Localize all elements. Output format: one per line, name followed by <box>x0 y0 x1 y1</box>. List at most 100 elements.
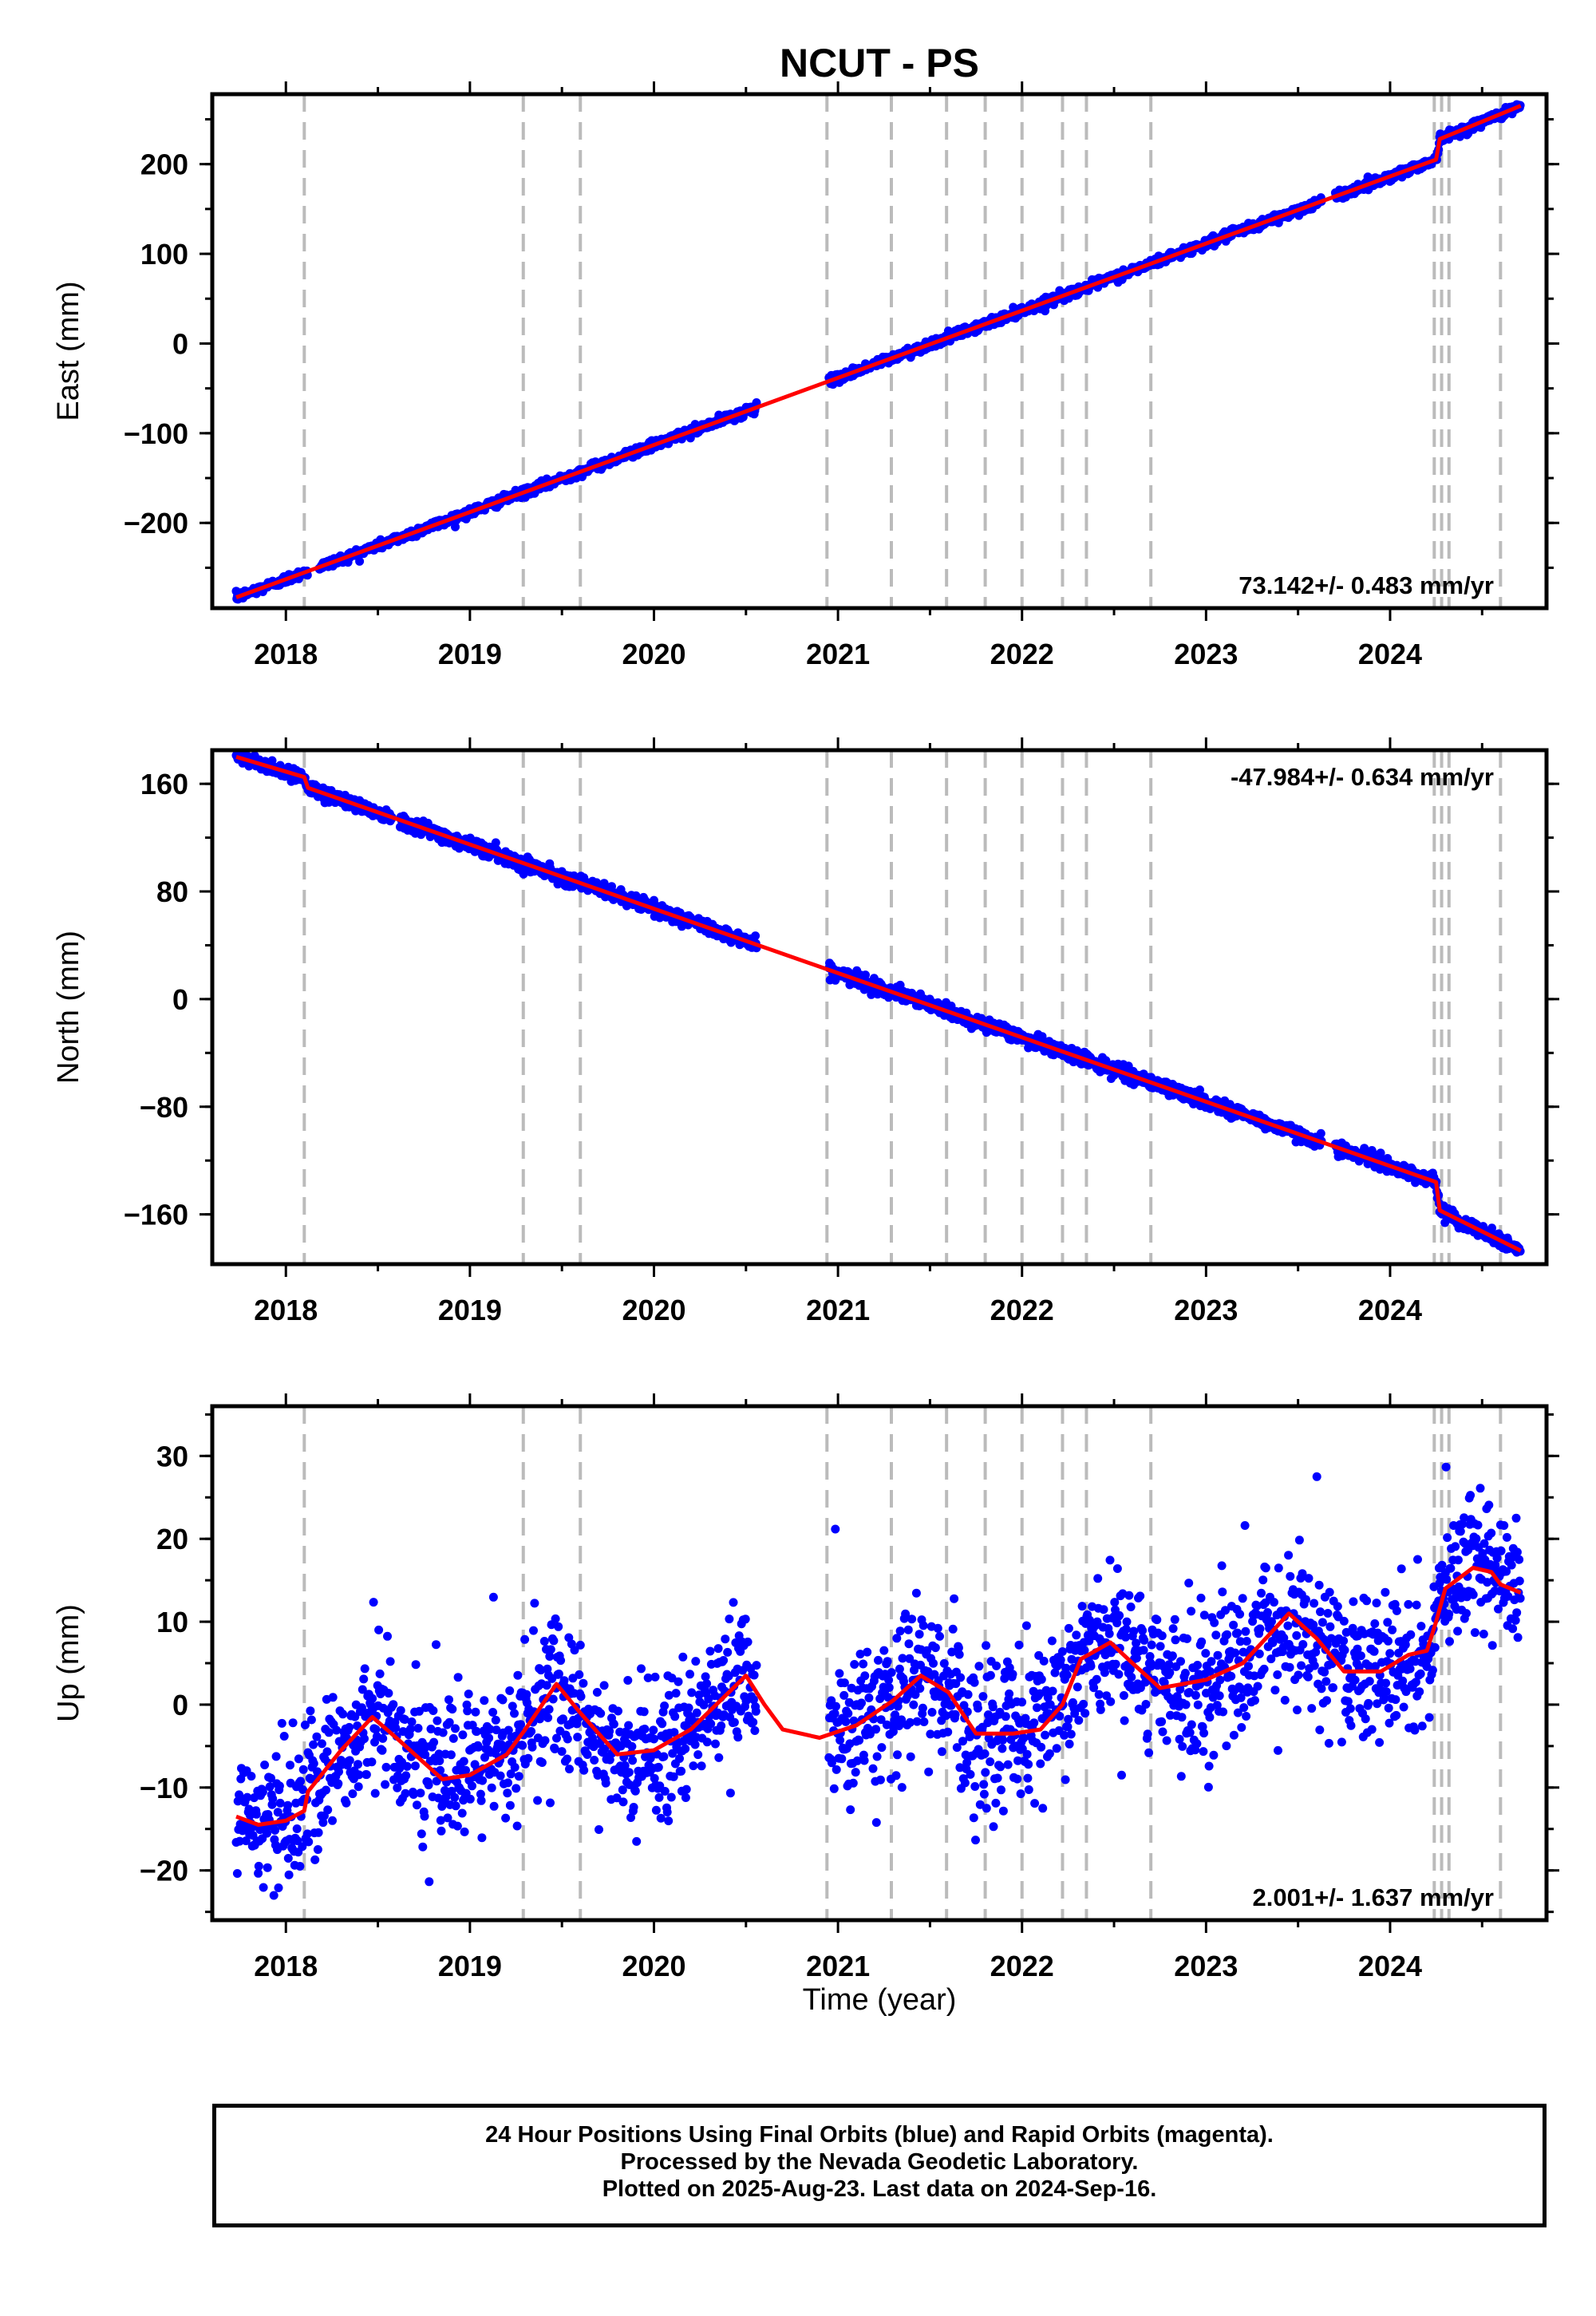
data-point <box>298 1785 307 1794</box>
data-point <box>1316 1128 1325 1138</box>
data-point <box>284 1870 294 1879</box>
data-point <box>693 1750 703 1760</box>
data-point <box>232 1924 241 1933</box>
data-point <box>429 1737 439 1747</box>
data-point <box>498 1695 508 1705</box>
y-tick-label: 0 <box>172 983 188 1016</box>
data-point <box>345 1756 354 1765</box>
data-point <box>371 1725 381 1734</box>
data-point <box>444 1717 454 1727</box>
data-point <box>474 1742 483 1752</box>
data-point <box>476 1789 485 1799</box>
data-point <box>338 1709 348 1719</box>
data-point <box>448 1705 457 1714</box>
model-fit-line <box>235 755 1522 1253</box>
x-tick-label: 2023 <box>1174 638 1238 670</box>
data-point <box>601 1778 610 1788</box>
data-point <box>554 1622 563 1631</box>
data-point <box>654 1792 664 1802</box>
data-point <box>391 1723 401 1733</box>
data-point <box>484 1733 494 1743</box>
data-point <box>271 1752 281 1761</box>
data-point <box>628 1756 638 1765</box>
data-point <box>609 1719 618 1729</box>
x-tick-label: 2018 <box>254 638 318 670</box>
data-point <box>334 1767 343 1777</box>
data-point <box>436 1816 445 1825</box>
data-point <box>618 1785 627 1795</box>
data-point <box>527 1742 537 1752</box>
data-point <box>678 1652 688 1662</box>
data-point <box>318 1818 328 1828</box>
y-tick-label: 0 <box>172 327 188 360</box>
data-point <box>639 1707 649 1717</box>
data-point <box>322 1747 332 1757</box>
model-fit-line <box>235 104 1522 599</box>
data-point <box>751 931 760 941</box>
data-point <box>632 1836 642 1846</box>
data-point <box>243 1792 252 1802</box>
data-point <box>457 1808 467 1818</box>
data-point <box>434 1749 444 1759</box>
data-point <box>306 1706 315 1716</box>
data-point <box>437 1826 446 1836</box>
data-point <box>298 1842 307 1852</box>
data-point <box>491 838 500 848</box>
east-panel: 2018 2019 2020 2021 2022 2023 2024−200−1000100… <box>52 81 1559 670</box>
data-point <box>332 1725 342 1735</box>
x-tick-label: 2019 <box>438 1294 502 1326</box>
data-point <box>443 1813 452 1823</box>
data-point <box>420 1812 429 1821</box>
data-point <box>491 1715 500 1725</box>
data-point <box>554 1670 563 1678</box>
data-point <box>505 1686 515 1695</box>
data-point <box>575 1640 585 1650</box>
x-tick-label: 2022 <box>990 1294 1054 1326</box>
data-point <box>620 1761 630 1770</box>
data-point <box>464 1690 473 1699</box>
data-point <box>576 1692 586 1701</box>
data-point <box>259 1883 268 1892</box>
data-point <box>527 1727 536 1736</box>
data-point <box>354 1760 362 1769</box>
data-point <box>550 1745 559 1753</box>
data-point <box>643 1673 653 1682</box>
data-point <box>323 1805 333 1815</box>
data-point <box>314 1828 323 1837</box>
data-point <box>235 1836 244 1846</box>
data-point <box>354 1782 363 1792</box>
data-point <box>451 1801 460 1811</box>
data-point <box>546 1645 555 1654</box>
data-point <box>624 1721 634 1730</box>
data-point <box>612 1793 622 1803</box>
y-axis-label: North (mm) <box>52 931 85 1084</box>
data-point <box>529 1626 538 1635</box>
data-point <box>310 1855 320 1864</box>
data-point <box>401 1771 411 1780</box>
data-point <box>324 1728 334 1737</box>
data-point <box>690 1740 700 1749</box>
data-point <box>518 1741 527 1750</box>
data-point <box>677 1766 686 1776</box>
data-point <box>666 1792 676 1802</box>
data-point <box>465 1794 475 1804</box>
data-point <box>512 1821 522 1831</box>
data-point <box>389 1700 398 1709</box>
data-point <box>410 1761 420 1771</box>
data-point <box>488 1592 498 1602</box>
data-point <box>450 1792 460 1802</box>
y-tick-label: −100 <box>124 417 188 450</box>
data-point <box>424 1780 433 1790</box>
data-point <box>247 1772 256 1781</box>
data-point <box>522 1690 531 1699</box>
x-tick-label: 2018 <box>254 1294 318 1326</box>
data-point <box>361 1770 371 1780</box>
data-point <box>432 1777 441 1786</box>
data-point <box>667 1674 677 1683</box>
data-point <box>416 1788 425 1798</box>
data-point <box>563 1734 572 1744</box>
data-point <box>629 1803 638 1812</box>
data-point <box>298 1765 308 1774</box>
data-point <box>406 1724 415 1733</box>
